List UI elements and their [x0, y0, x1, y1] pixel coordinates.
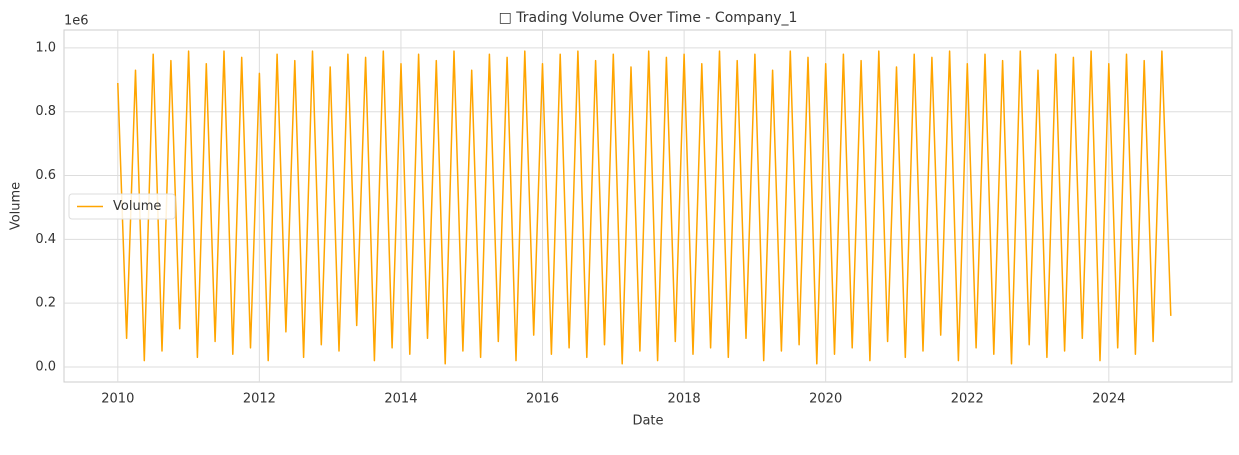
- y-tick-label: 0.0: [35, 360, 56, 375]
- y-tick-label: 0.6: [35, 168, 56, 183]
- x-tick-label: 2024: [1092, 392, 1125, 407]
- x-tick-label: 2018: [668, 392, 701, 407]
- x-tick-label: 2016: [526, 392, 559, 407]
- legend-box: [68, 193, 176, 220]
- chart-title: □ Trading Volume Over Time - Company_1: [499, 10, 798, 26]
- x-axis-label: Date: [632, 414, 663, 429]
- legend-label: Volume: [113, 199, 161, 214]
- y-tick-label: 0.8: [35, 104, 56, 119]
- data-line: [117, 50, 1172, 365]
- y-offset-label: 1e6: [64, 14, 89, 29]
- y-tick-label: 0.4: [35, 232, 56, 247]
- x-tick-label: 2022: [951, 392, 984, 407]
- x-tick-label: 2020: [809, 392, 842, 407]
- x-tick-label: 2012: [243, 392, 276, 407]
- y-axis-label: Volume: [9, 182, 24, 230]
- legend: Volume: [68, 193, 176, 220]
- x-tick-label: 2014: [384, 392, 417, 407]
- y-tick-label: 1.0: [35, 40, 56, 55]
- x-tick-label: 2010: [101, 392, 134, 407]
- y-tick-label: 0.2: [35, 296, 56, 311]
